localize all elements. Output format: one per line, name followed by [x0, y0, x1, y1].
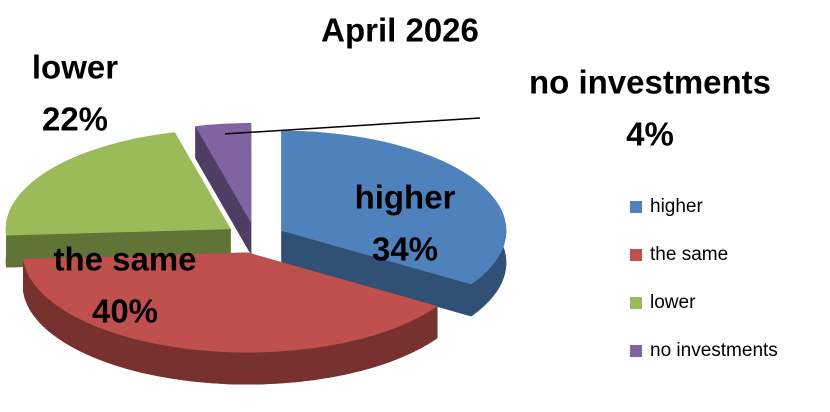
legend-swatch [630, 297, 642, 309]
chart-title: April 2026 [321, 12, 479, 49]
data-label-value: 22% [42, 101, 108, 138]
slice [281, 130, 507, 285]
data-label-name: lower [32, 49, 118, 86]
slice [195, 123, 252, 224]
legend-swatch [630, 201, 642, 213]
slice [22, 252, 438, 353]
slice-edge [281, 230, 472, 317]
legend-label: the same [650, 244, 728, 265]
data-label-value: 4% [626, 116, 674, 153]
legend-label: lower [650, 292, 696, 313]
slice-side [22, 258, 438, 385]
leader-line [224, 117, 481, 135]
legend-swatch [630, 345, 642, 357]
slice [5, 132, 231, 236]
legend-label: no investments [650, 340, 778, 361]
legend-swatch [630, 249, 642, 261]
data-label-name: no investments [529, 64, 771, 101]
legend-label: higher [650, 196, 703, 217]
data-label-value: 40% [92, 293, 158, 330]
slice-edge [195, 126, 252, 256]
data-label-value: 34% [372, 231, 438, 268]
data-label-name: higher [355, 179, 456, 216]
data-label-name: the same [53, 241, 196, 278]
